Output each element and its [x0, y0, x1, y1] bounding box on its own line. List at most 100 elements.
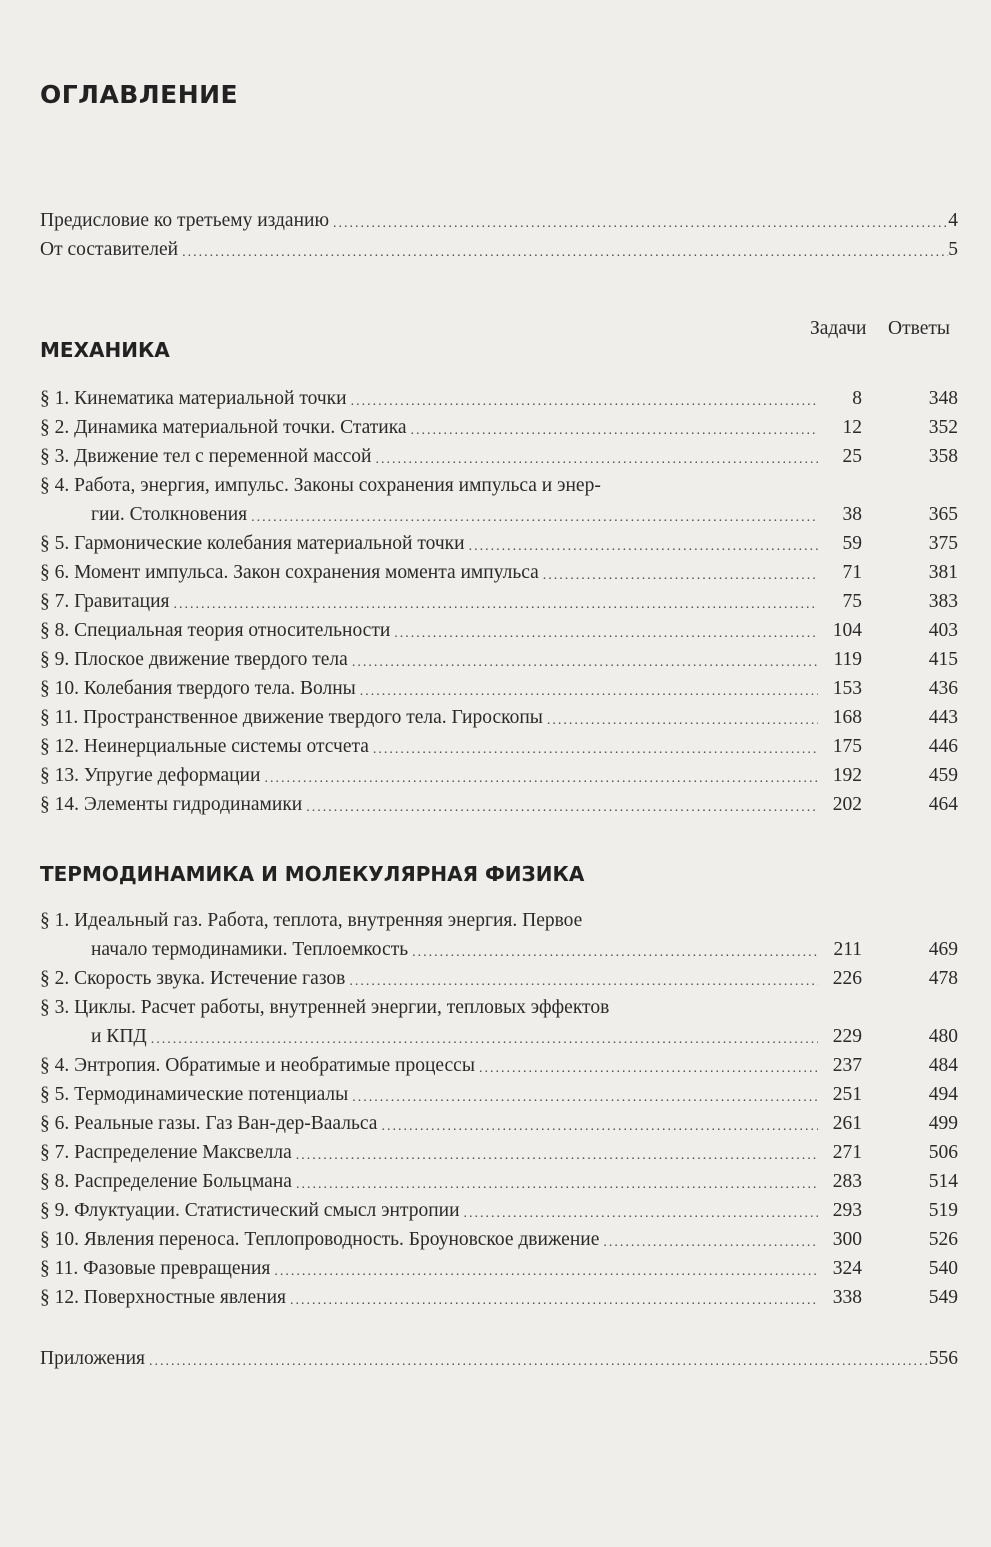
toc-entry[interactable]: § 9. Флуктуации. Статистический смысл эн…	[40, 1196, 958, 1225]
answers-page: 446	[928, 736, 958, 757]
problems-page: 229	[832, 1026, 862, 1047]
entry-title: § 6. Реальные газы. Газ Ван-дер-Ваальса	[40, 1113, 378, 1134]
dot-leader	[352, 652, 818, 674]
problems-page: 104	[832, 620, 862, 641]
dot-leader	[296, 1174, 818, 1196]
problems-page: 293	[832, 1200, 862, 1221]
entry-title: § 13. Упругие деформации	[40, 765, 261, 786]
problems-page: 300	[832, 1229, 862, 1250]
answers-page: 381	[928, 562, 958, 583]
toc-entry[interactable]: § 4. Энтропия. Обратимые и необратимые п…	[40, 1051, 958, 1080]
answers-page: 375	[928, 533, 958, 554]
toc-entry[interactable]: § 6. Реальные газы. Газ Ван-дер-Ваальса 2…	[40, 1109, 958, 1138]
answers-page: 478	[928, 968, 958, 989]
front-matter-entry[interactable]: От составителей 5	[40, 235, 958, 264]
dot-leader	[274, 1261, 818, 1283]
answers-page: 519	[928, 1200, 958, 1221]
entry-title-line: § 4. Работа, энергия, импульс. Законы со…	[40, 475, 601, 496]
toc-entry[interactable]: § 7. Гравитация 75 383	[40, 587, 958, 616]
page-number: 5	[948, 239, 958, 260]
problems-page: 226	[832, 968, 862, 989]
toc-entry[interactable]: § 8. Специальная теория относительности 1…	[40, 616, 958, 645]
problems-page: 153	[832, 678, 862, 699]
answers-page: 403	[928, 620, 958, 641]
toc-entry[interactable]: § 7. Распределение Максвелла 271 506	[40, 1138, 958, 1167]
column-header-answers: Ответы	[888, 318, 950, 339]
problems-page: 237	[832, 1055, 862, 1076]
dot-leader	[352, 1087, 818, 1109]
entry-title: § 5. Термодинамические потенциалы	[40, 1084, 349, 1105]
dot-leader	[411, 420, 818, 442]
entry-title-line: § 3. Циклы. Расчет работы, внутренней эн…	[40, 997, 610, 1018]
toc-entry[interactable]: § 12. Неинерциальные системы отсчета 175 4…	[40, 732, 958, 761]
dot-leader	[603, 1232, 818, 1254]
toc-entry[interactable]: § 12. Поверхностные явления 338 549	[40, 1283, 958, 1312]
problems-page: 38	[842, 504, 863, 525]
page-title: ОГЛАВЛЕНИЕ	[40, 80, 239, 109]
answers-page: 348	[928, 388, 958, 409]
answers-page: 352	[928, 417, 958, 438]
dot-leader	[464, 1203, 818, 1225]
dot-leader	[360, 681, 818, 703]
dot-leader	[479, 1058, 818, 1080]
answers-page: 540	[928, 1258, 958, 1279]
entry-title: § 1. Кинематика материальной точки	[40, 388, 347, 409]
problems-page: 202	[832, 794, 862, 815]
dot-leader	[182, 242, 948, 264]
column-header-problems: Задачи	[810, 318, 867, 339]
toc-entry[interactable]: § 11. Фазовые превращения 324 540	[40, 1254, 958, 1283]
dot-leader	[381, 1116, 818, 1138]
toc-entry[interactable]: и КПД 229 480	[40, 1022, 958, 1051]
toc-entry[interactable]: § 5. Гармонические колебания материально…	[40, 529, 958, 558]
entry-title: § 9. Плоское движение твердого тела	[40, 649, 348, 670]
problems-page: 338	[832, 1287, 862, 1308]
answers-page: 365	[928, 504, 958, 525]
entry-title-continuation: гии. Столкновения	[91, 504, 248, 525]
toc-entry[interactable]: § 8. Распределение Больцмана 283 514	[40, 1167, 958, 1196]
answers-page: 549	[928, 1287, 958, 1308]
dot-leader	[547, 710, 818, 732]
dot-leader	[296, 1145, 818, 1167]
toc-entry[interactable]: § 13. Упругие деформации 192 459	[40, 761, 958, 790]
entry-title: § 8. Распределение Больцмана	[40, 1171, 292, 1192]
dot-leader	[151, 1029, 818, 1051]
answers-page: 484	[928, 1055, 958, 1076]
toc-entry[interactable]: § 14. Элементы гидродинамики 202 464	[40, 790, 958, 819]
problems-page: 119	[833, 649, 862, 670]
toc-entry[interactable]: § 11. Пространственное движение твердого…	[40, 703, 958, 732]
toc-entry[interactable]: § 2. Скорость звука. Истечение газов 226 4…	[40, 964, 958, 993]
toc-entry[interactable]: § 10. Колебания твердого тела. Волны 153 4…	[40, 674, 958, 703]
section-heading: МЕХАНИКА	[40, 338, 170, 362]
toc-entry[interactable]: § 2. Динамика материальной точки. Статик…	[40, 413, 958, 442]
entry-title-continuation: начало термодинамики. Теплоемкость	[91, 939, 409, 960]
problems-page: 75	[842, 591, 863, 612]
front-matter-entry[interactable]: Предисловие ко третьему изданию 4	[40, 206, 958, 235]
answers-page: 415	[928, 649, 958, 670]
entry-title: § 7. Распределение Максвелла	[40, 1142, 292, 1163]
problems-page: 211	[833, 939, 862, 960]
toc-entry[interactable]: § 3. Движение тел с переменной массой 25 3…	[40, 442, 958, 471]
problems-page: 71	[842, 562, 863, 583]
dot-leader	[264, 768, 818, 790]
toc-entry[interactable]: § 1. Кинематика материальной точки 8 348	[40, 384, 958, 413]
entry-title: § 7. Гравитация	[40, 591, 170, 612]
toc-entry[interactable]: § 9. Плоское движение твердого тела 119 41…	[40, 645, 958, 674]
dot-leader	[149, 1351, 929, 1373]
answers-page: 480	[928, 1026, 958, 1047]
toc-entry[interactable]: § 10. Явления переноса. Теплопроводность…	[40, 1225, 958, 1254]
dot-leader	[543, 565, 818, 587]
entry-title: Приложения	[40, 1348, 145, 1369]
back-matter-entry[interactable]: Приложения 556	[40, 1344, 958, 1373]
entry-title-line: § 1. Идеальный газ. Работа, теплота, вну…	[40, 910, 583, 931]
entry-title: От составителей	[40, 239, 179, 260]
answers-page: 436	[928, 678, 958, 699]
toc-entry[interactable]: § 6. Момент импульса. Закон сохранения м…	[40, 558, 958, 587]
problems-page: 25	[842, 446, 863, 467]
entry-title: § 12. Поверхностные явления	[40, 1287, 287, 1308]
toc-entry[interactable]: § 5. Термодинамические потенциалы 251 494	[40, 1080, 958, 1109]
entry-title: § 8. Специальная теория относительности	[40, 620, 391, 641]
problems-page: 271	[832, 1142, 862, 1163]
toc-entry[interactable]: начало термодинамики. Теплоемкость 211 469	[40, 935, 958, 964]
toc-entry[interactable]: гии. Столкновения 38 365	[40, 500, 958, 529]
answers-page: 494	[928, 1084, 958, 1105]
